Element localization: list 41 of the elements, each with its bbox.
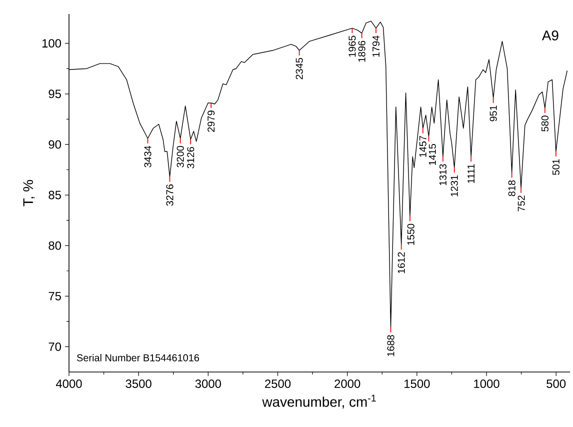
annotation: 1550 [407,224,414,245]
annotation: 1111 [468,164,474,183]
x-tick-label: 4000 [56,380,82,388]
x-tick-label: 2500 [265,380,291,388]
annotation: 818 [508,180,516,196]
y-axis-title: T, % [23,180,35,206]
x-tick-label: 1000 [474,380,500,388]
x-axis-title: wavenumber, cm$^{-1}$ [262,394,376,409]
annotation: 3200 [176,146,184,168]
annotation: 3276 [166,184,174,206]
annotation: 1965 [348,36,356,57]
annotation: 951 [490,106,497,122]
y-tick-label: 80 [48,241,62,250]
annotation: 501 [552,159,560,175]
annotation: A9 [542,30,558,40]
annotation: 3126 [187,147,194,168]
x-tick-label: 3000 [195,380,221,388]
annotation: 1794 [372,36,380,57]
y-tick-label: 90 [48,140,62,149]
annotation: 2979 [208,110,215,132]
annotation: Serial Number B154461016 [76,354,200,362]
annotation: 1415 [428,144,436,165]
x-tick-label: 500 [546,380,566,388]
annotation: 752 [518,196,525,212]
annotation: 1688 [387,335,394,356]
y-tick-label: 75 [48,292,61,300]
y-tick-label: 70 [48,342,62,351]
x-tick-label: 1500 [404,380,430,388]
x-tick-label: 3500 [126,380,152,388]
annotation: 1457 [419,136,426,157]
y-tick-label: 100 [42,39,62,48]
annotation: 3434 [144,146,152,168]
annotation: 1896 [358,40,366,62]
annotation: 580 [541,116,548,132]
y-tick-label: 85 [48,190,61,200]
y-tick-label: 95 [48,90,61,98]
annotation: 1612 [398,252,405,274]
annotation: 1313 [439,164,446,186]
annotation: 2345 [296,58,303,80]
x-tick-label: 2000 [334,380,360,388]
annotation: 1231 [450,175,458,196]
